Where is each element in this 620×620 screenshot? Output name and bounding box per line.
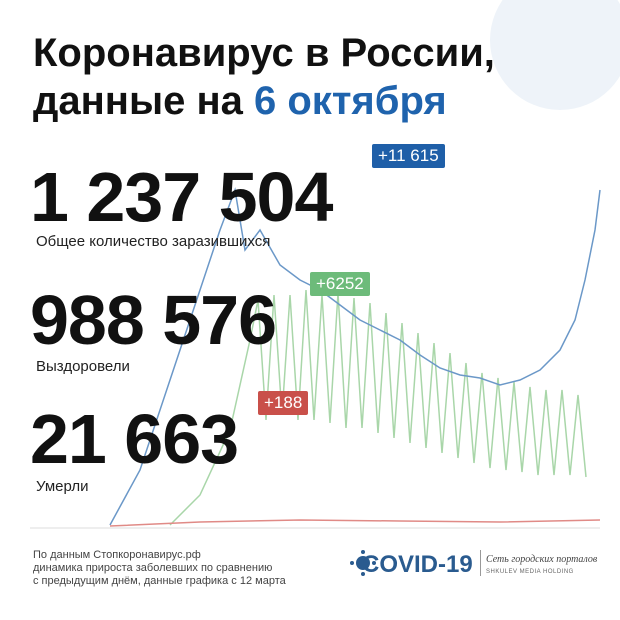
stat-value: 1 237 504 [30,158,333,236]
source: По данным Стопкоронавирус.рф [33,549,201,561]
holding: SHKULEV MEDIA HOLDING [486,569,574,575]
stat-label: Умерли [36,478,89,495]
cases-line [109,187,601,526]
virus-icon [350,550,376,576]
stat-label: Выздоровели [36,358,130,375]
network: Сеть городских порталов [486,554,598,565]
stat-delta: +11 615 [372,144,445,168]
stat-delta: +188 [258,391,309,415]
stat-delta: +6252 [310,272,370,296]
title: данные на 6 октября [33,78,447,124]
divider [480,550,481,576]
title: данные на [33,79,243,123]
source: с предыдущим днём, данные графика с 12 м… [33,575,286,587]
stat-value: 988 576 [30,281,277,359]
deaths-line [109,519,601,527]
title: Коронавирус в России, [33,31,495,75]
decor [490,0,620,110]
stat-label: Общее количество заразившихся [36,233,271,250]
date: 6 октября [254,79,447,123]
stat-value: 21 663 [30,400,239,478]
recovered-line [169,289,587,526]
logo: COVID-19 [362,551,473,578]
source: динамика прироста заболевших по сравнени… [33,562,273,574]
